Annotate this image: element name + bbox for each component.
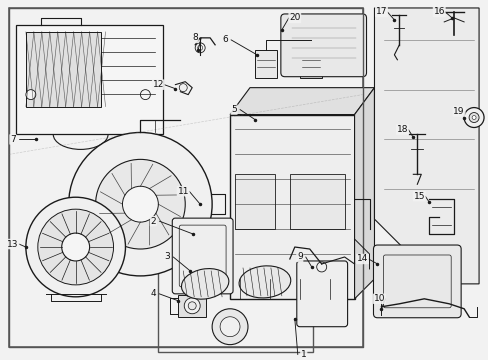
Text: 7: 7 [10, 135, 16, 144]
Text: 5: 5 [231, 105, 236, 114]
Circle shape [463, 108, 483, 127]
Text: 11: 11 [177, 187, 188, 196]
Circle shape [220, 317, 240, 337]
FancyBboxPatch shape [16, 25, 163, 135]
Circle shape [184, 298, 200, 314]
Bar [9, 8, 362, 347]
Bar [254, 50, 276, 78]
Text: 9: 9 [296, 252, 302, 261]
Polygon shape [354, 87, 374, 299]
Text: 18: 18 [396, 125, 407, 134]
FancyBboxPatch shape [296, 261, 347, 327]
Ellipse shape [239, 266, 290, 298]
Text: 2: 2 [150, 217, 156, 226]
Circle shape [122, 186, 158, 222]
Polygon shape [229, 87, 374, 114]
Text: 15: 15 [413, 192, 424, 201]
Circle shape [468, 113, 478, 122]
FancyBboxPatch shape [280, 14, 366, 77]
Text: 12: 12 [152, 80, 163, 89]
Text: 14: 14 [356, 255, 367, 264]
Circle shape [140, 90, 150, 100]
Bar [299, 50, 321, 78]
Circle shape [471, 116, 475, 120]
Circle shape [195, 43, 205, 53]
Text: 1: 1 [300, 350, 306, 359]
Ellipse shape [181, 269, 228, 299]
Bar [158, 247, 312, 352]
Circle shape [26, 90, 36, 100]
Text: 3: 3 [164, 252, 170, 261]
Text: 8: 8 [192, 33, 198, 42]
Circle shape [212, 309, 247, 345]
Text: 10: 10 [373, 294, 385, 303]
Circle shape [179, 84, 187, 92]
Circle shape [61, 233, 89, 261]
Bar [235, 174, 274, 229]
Bar [26, 32, 101, 107]
Circle shape [188, 302, 196, 310]
FancyBboxPatch shape [172, 218, 233, 294]
Polygon shape [374, 8, 478, 284]
Circle shape [26, 197, 125, 297]
Text: 4: 4 [150, 289, 156, 298]
Bar [178, 295, 206, 317]
Bar [229, 114, 354, 299]
Text: 13: 13 [7, 239, 19, 248]
Circle shape [316, 262, 326, 272]
FancyBboxPatch shape [373, 245, 460, 318]
Text: 17: 17 [375, 8, 386, 17]
Text: 20: 20 [288, 13, 300, 22]
Text: 16: 16 [432, 8, 444, 17]
Bar [289, 174, 344, 229]
Circle shape [68, 132, 212, 276]
Text: 19: 19 [452, 107, 464, 116]
Circle shape [38, 209, 113, 285]
Text: 6: 6 [222, 35, 227, 44]
Circle shape [197, 45, 202, 50]
Circle shape [95, 159, 185, 249]
